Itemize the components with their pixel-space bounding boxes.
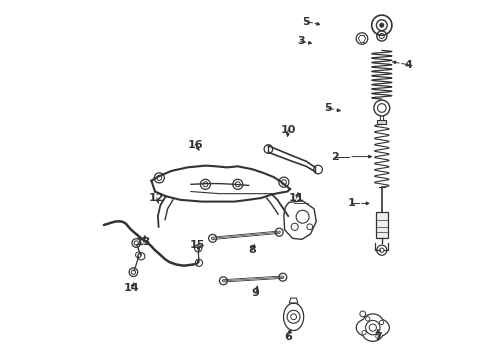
Text: 1: 1 [347, 198, 355, 208]
Circle shape [380, 23, 384, 27]
Text: 11: 11 [289, 193, 304, 203]
Text: 10: 10 [280, 125, 296, 135]
Text: 14: 14 [124, 283, 140, 293]
Text: 9: 9 [252, 288, 260, 298]
Text: 5: 5 [324, 103, 332, 113]
Text: 7: 7 [374, 332, 382, 342]
Text: 2: 2 [331, 152, 339, 162]
Text: 15: 15 [190, 240, 205, 250]
Text: 16: 16 [188, 140, 203, 150]
Text: 4: 4 [405, 60, 413, 70]
Polygon shape [377, 120, 386, 124]
Text: 8: 8 [248, 245, 256, 255]
Text: 13: 13 [136, 237, 151, 247]
Text: 6: 6 [284, 332, 292, 342]
Polygon shape [376, 212, 388, 238]
Text: 12: 12 [149, 193, 165, 203]
Text: 3: 3 [297, 36, 305, 46]
Text: 5: 5 [302, 17, 310, 27]
